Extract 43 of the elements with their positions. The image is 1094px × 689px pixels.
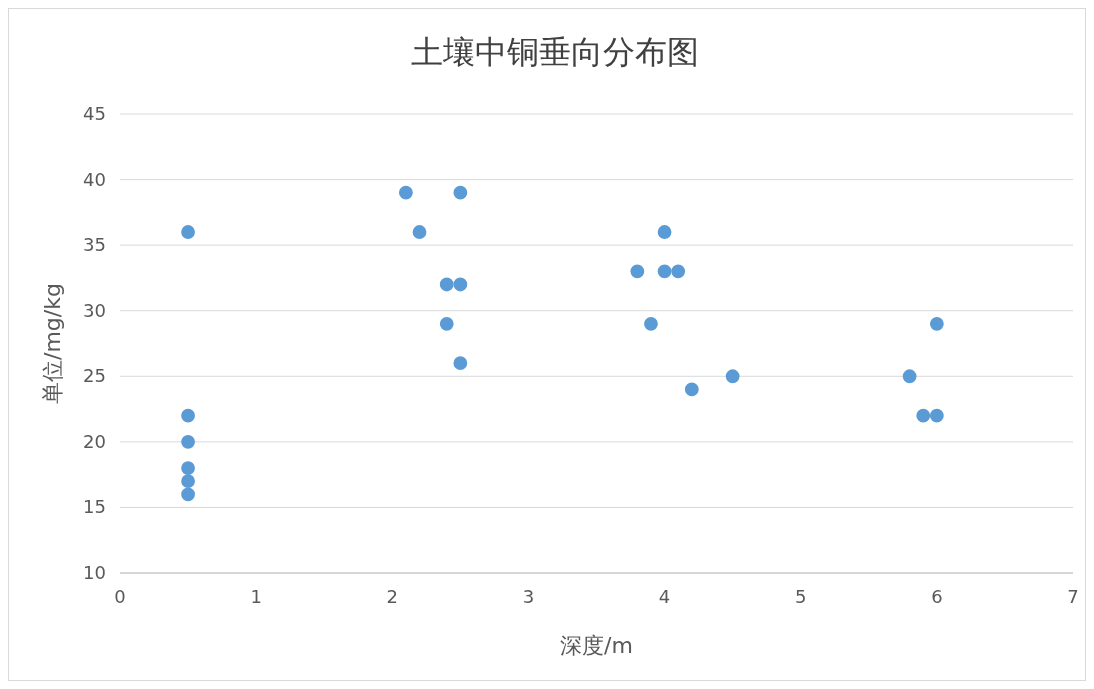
point xyxy=(644,316,658,331)
point xyxy=(453,356,468,371)
point xyxy=(671,264,686,279)
x-tick-label: 5 xyxy=(794,586,807,607)
point xyxy=(657,225,672,239)
y-tick-label: 10 xyxy=(83,562,106,583)
point xyxy=(181,461,195,475)
y-tick-label: 30 xyxy=(83,299,106,321)
point xyxy=(181,225,195,239)
point xyxy=(412,225,427,239)
point xyxy=(181,434,195,449)
x-tick-label: 3 xyxy=(522,586,535,607)
point xyxy=(439,277,454,292)
x-tick-label: 6 xyxy=(931,586,943,607)
x-tick-label: 2 xyxy=(386,586,399,607)
y-tick-label: 25 xyxy=(83,365,106,387)
y-tick-label: 15 xyxy=(83,496,106,518)
point xyxy=(916,408,931,423)
x-tick-label: 1 xyxy=(250,586,262,607)
point xyxy=(181,408,195,423)
y-tick-label: 45 xyxy=(83,103,106,124)
point xyxy=(929,408,944,423)
point xyxy=(630,264,645,279)
x-axis-title: 深度/m xyxy=(560,633,633,658)
point xyxy=(453,185,468,200)
point xyxy=(902,369,917,384)
x-tick-label: 4 xyxy=(658,586,671,607)
point xyxy=(181,474,195,489)
x-tick-label: 7 xyxy=(1067,586,1079,607)
x-tick-label: 0 xyxy=(114,586,126,607)
point xyxy=(439,316,454,331)
y-tick-label: 35 xyxy=(83,234,106,256)
point xyxy=(725,369,740,384)
y-tick-label: 20 xyxy=(83,430,106,452)
point xyxy=(684,382,699,397)
point xyxy=(398,185,413,200)
point xyxy=(929,316,944,331)
point xyxy=(657,264,672,279)
y-axis-title: 单位/mg/kg xyxy=(40,283,65,404)
y-tick-label: 40 xyxy=(83,168,106,190)
point xyxy=(453,277,468,292)
chart-title: 土壤中铜垂向分布图 xyxy=(411,33,699,71)
point xyxy=(181,487,195,502)
